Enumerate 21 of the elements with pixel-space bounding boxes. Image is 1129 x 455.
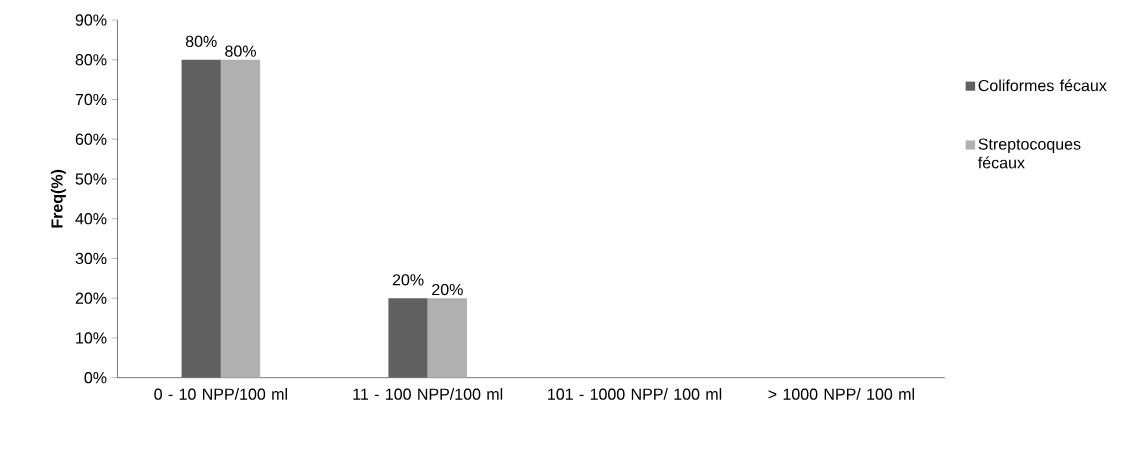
x-tick-label: > 1000 NPP/ 100 ml [768, 388, 914, 400]
y-tick-label: 90% [75, 14, 107, 26]
data-label: 80% [225, 45, 256, 57]
y-tick-label: 0% [84, 371, 107, 384]
x-tick-label: 101 - 1000 NPP/ 100 ml [548, 388, 722, 400]
data-label: 80% [185, 35, 217, 47]
y-tick-label: 10% [76, 332, 107, 344]
y-tick-label: 80% [75, 54, 107, 66]
x-tick-label: 11 - 100 NPP/100 ml [353, 388, 503, 400]
legend-label: Coliformes fécaux [978, 79, 1107, 92]
x-tick-label: 0 - 10 NPP/100 ml [154, 388, 287, 400]
y-axis-title: Freq(%) [50, 169, 66, 228]
y-tick-label: 60% [75, 133, 107, 145]
y-tick-label: 50% [75, 173, 107, 185]
y-tick-label: 40% [75, 213, 107, 225]
data-label: 20% [432, 283, 463, 296]
y-tick-label: 70% [75, 93, 107, 106]
y-tick-label: 30% [75, 252, 107, 265]
data-label: 20% [392, 274, 424, 286]
legend-label: Streptocoques fécaux [978, 138, 1081, 169]
y-tick-label: 20% [75, 292, 107, 304]
